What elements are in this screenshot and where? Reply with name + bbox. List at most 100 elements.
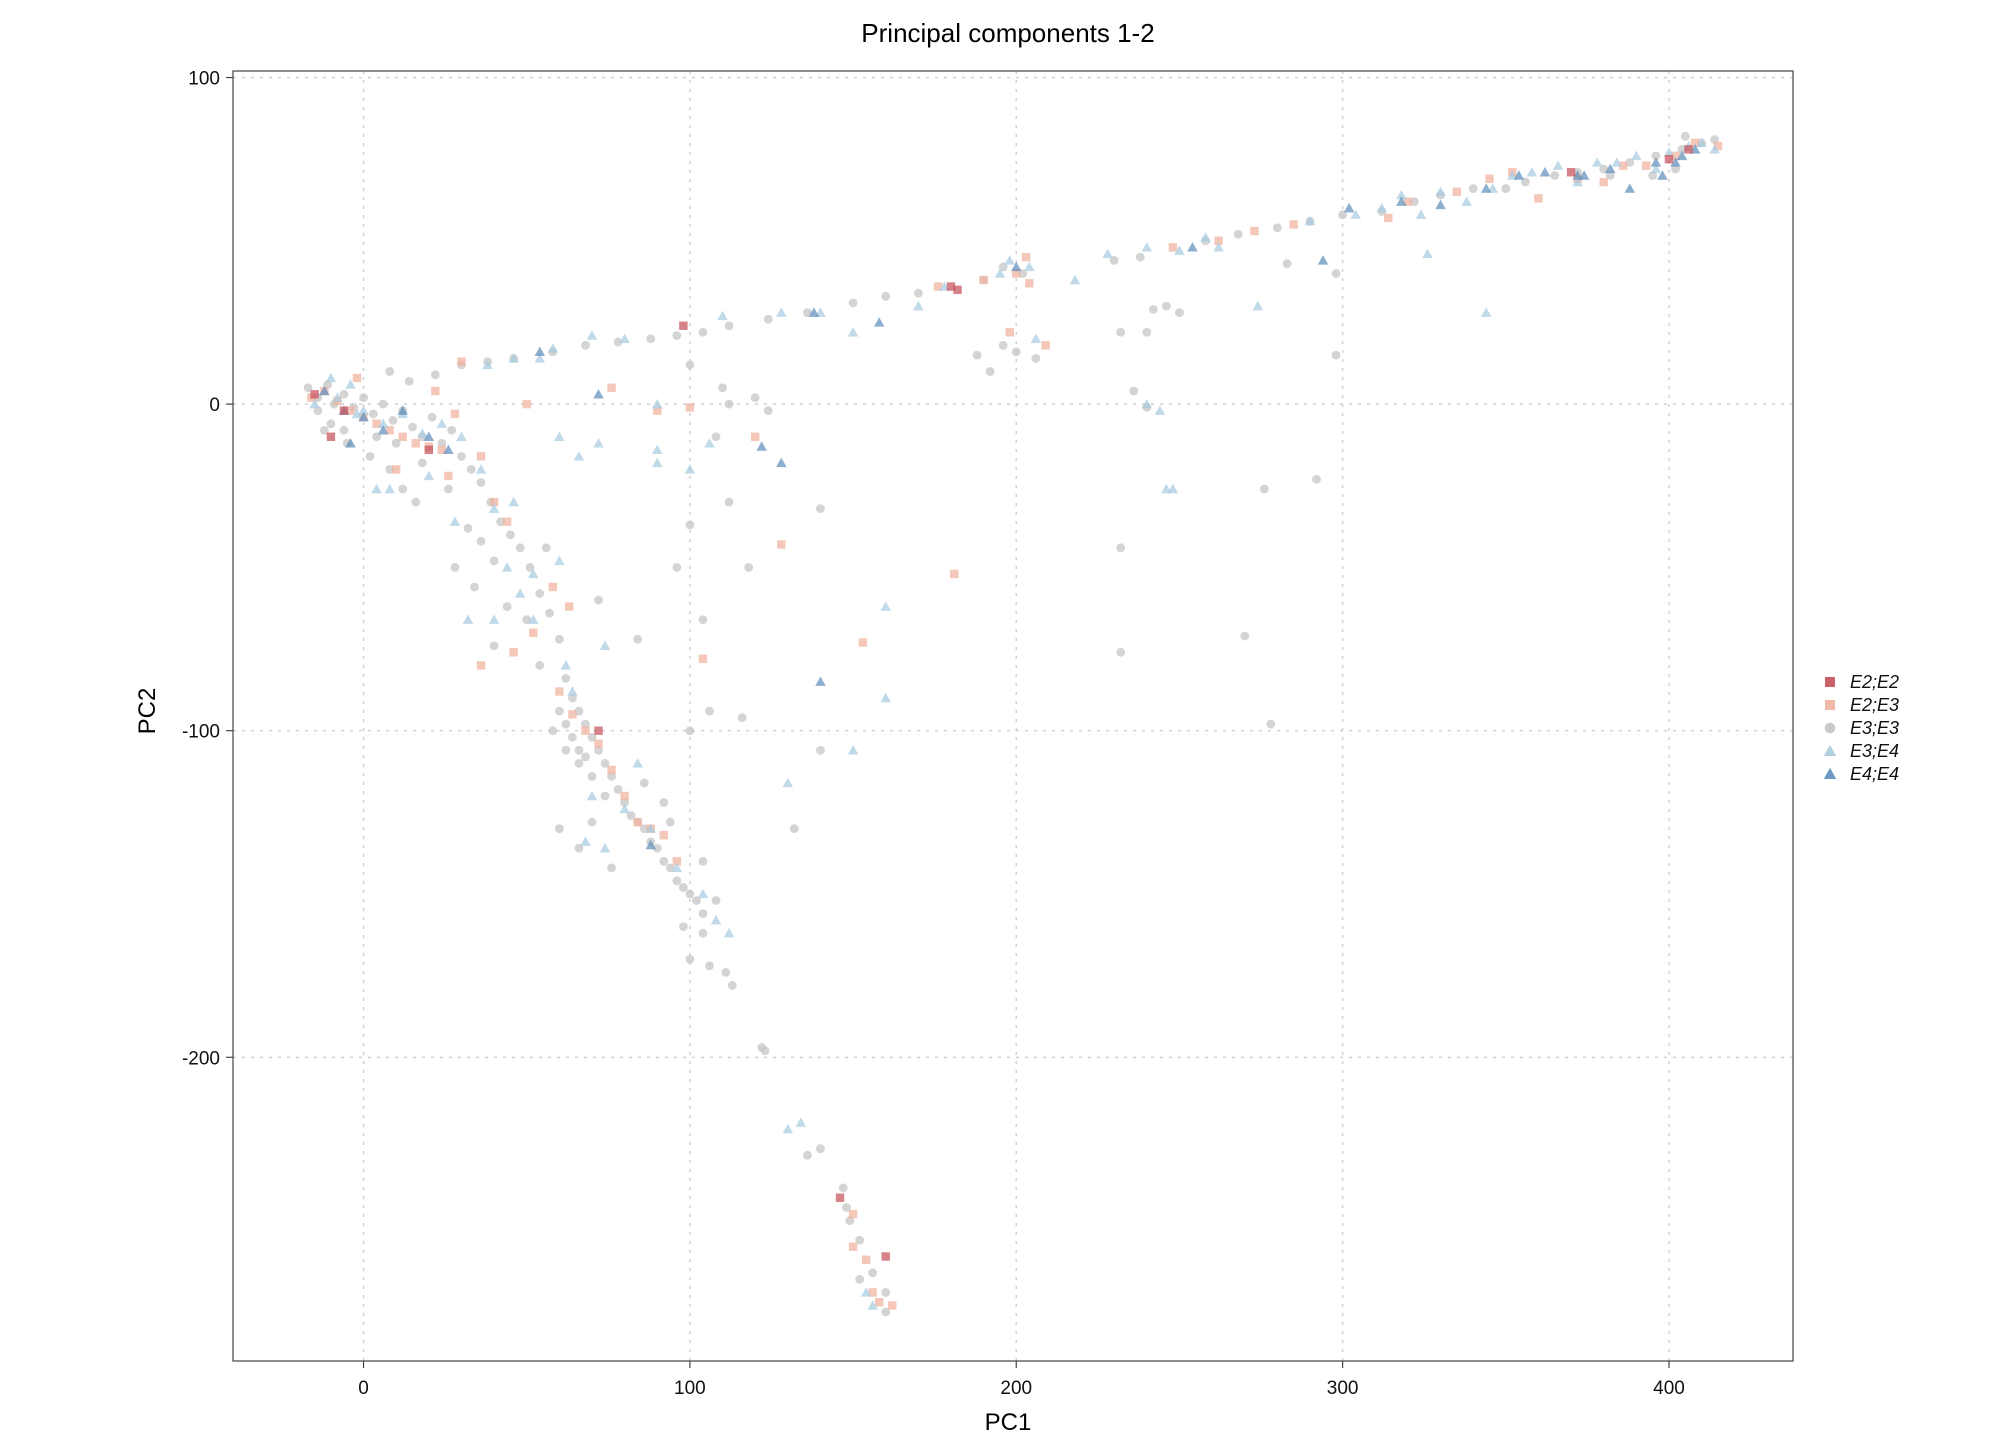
series-e2-e3 bbox=[307, 138, 1723, 1310]
data-point bbox=[880, 601, 891, 611]
data-point bbox=[685, 889, 695, 899]
data-point bbox=[581, 719, 590, 729]
data-point bbox=[757, 1043, 767, 1052]
data-point bbox=[417, 428, 428, 438]
data-point bbox=[679, 321, 688, 330]
data-point bbox=[881, 1288, 891, 1297]
data-point bbox=[594, 595, 603, 605]
data-point bbox=[653, 406, 662, 415]
data-point bbox=[535, 660, 545, 670]
data-point bbox=[1480, 307, 1492, 317]
data-point bbox=[345, 438, 356, 448]
data-point bbox=[946, 282, 956, 291]
data-point bbox=[1676, 150, 1688, 161]
data-point bbox=[561, 674, 571, 683]
data-point bbox=[323, 380, 333, 389]
data-point bbox=[1350, 209, 1361, 219]
data-point bbox=[1435, 186, 1446, 197]
data-point bbox=[1664, 154, 1674, 164]
data-point bbox=[397, 405, 408, 415]
data-point bbox=[1141, 242, 1153, 252]
data-point bbox=[346, 406, 355, 415]
data-point bbox=[462, 614, 474, 624]
data-point bbox=[652, 398, 663, 409]
data-point bbox=[848, 1209, 858, 1219]
data-point bbox=[802, 1150, 812, 1160]
x-tick-label: 400 bbox=[1653, 1378, 1685, 1399]
data-point bbox=[489, 556, 499, 566]
data-point bbox=[391, 465, 401, 474]
data-point bbox=[1671, 151, 1680, 161]
data-point bbox=[411, 439, 420, 448]
data-point bbox=[508, 496, 519, 507]
data-point bbox=[1485, 174, 1494, 183]
data-point bbox=[782, 777, 794, 788]
legend-label: E4;E4 bbox=[1850, 764, 1899, 784]
data-point bbox=[417, 458, 427, 468]
data-point bbox=[303, 383, 313, 393]
data-point bbox=[368, 409, 378, 419]
data-points bbox=[303, 131, 1723, 1317]
data-point bbox=[1641, 161, 1651, 170]
data-point bbox=[408, 422, 417, 432]
data-point bbox=[802, 308, 812, 318]
data-point bbox=[560, 660, 572, 670]
data-point bbox=[326, 419, 336, 429]
data-point bbox=[1024, 261, 1035, 272]
data-point bbox=[1331, 350, 1341, 360]
data-point bbox=[665, 863, 675, 873]
data-point bbox=[488, 503, 500, 513]
data-point bbox=[659, 831, 668, 840]
data-point bbox=[1604, 163, 1616, 174]
data-point bbox=[345, 379, 356, 389]
data-point bbox=[1259, 484, 1269, 494]
data-point bbox=[692, 896, 701, 905]
data-point bbox=[848, 298, 858, 308]
data-point bbox=[950, 569, 959, 579]
data-point bbox=[639, 824, 649, 834]
data-point bbox=[652, 444, 663, 455]
data-point bbox=[1468, 184, 1478, 193]
data-point bbox=[698, 327, 708, 337]
data-point bbox=[489, 497, 499, 507]
data-point bbox=[489, 641, 499, 651]
data-point bbox=[319, 425, 329, 435]
data-point bbox=[1005, 328, 1014, 337]
data-point bbox=[600, 791, 610, 801]
data-point bbox=[1214, 236, 1223, 246]
data-point bbox=[816, 504, 825, 514]
data-point bbox=[867, 1300, 878, 1310]
data-point bbox=[881, 291, 891, 301]
data-point bbox=[377, 424, 389, 435]
data-point bbox=[933, 282, 943, 291]
data-point bbox=[391, 438, 401, 448]
data-point bbox=[1422, 248, 1433, 259]
data-point bbox=[633, 817, 642, 827]
data-point bbox=[678, 883, 688, 892]
data-point bbox=[684, 464, 696, 474]
data-point bbox=[1501, 184, 1511, 193]
data-point bbox=[913, 288, 923, 298]
data-point bbox=[594, 745, 603, 755]
data-point bbox=[476, 478, 486, 487]
data-point bbox=[1376, 202, 1388, 213]
data-point bbox=[873, 317, 885, 327]
legend-swatch bbox=[1825, 700, 1835, 710]
data-point bbox=[1599, 164, 1609, 174]
legend: E2;E2 E2;E3 E3;E3 E3;E4 E4;E4 bbox=[1823, 672, 1899, 784]
data-point bbox=[998, 262, 1008, 272]
data-point bbox=[1141, 398, 1153, 409]
data-point bbox=[847, 327, 859, 337]
data-point bbox=[1552, 160, 1564, 170]
data-point bbox=[1690, 138, 1700, 148]
data-point bbox=[528, 614, 539, 624]
data-point bbox=[476, 536, 486, 546]
data-point bbox=[1343, 202, 1355, 213]
data-point bbox=[423, 431, 435, 441]
data-point bbox=[1415, 209, 1427, 219]
data-point bbox=[874, 1298, 884, 1307]
data-point bbox=[626, 811, 636, 821]
data-point bbox=[1069, 274, 1081, 285]
data-point bbox=[1250, 226, 1259, 236]
data-point bbox=[724, 497, 734, 507]
